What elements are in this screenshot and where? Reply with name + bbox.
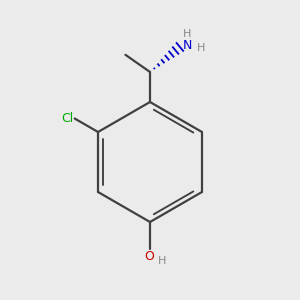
Text: H: H	[158, 256, 166, 266]
Text: O: O	[145, 250, 154, 263]
Text: N: N	[183, 39, 192, 52]
Text: H: H	[196, 43, 205, 53]
Text: Cl: Cl	[61, 112, 73, 125]
Text: H: H	[183, 29, 192, 39]
